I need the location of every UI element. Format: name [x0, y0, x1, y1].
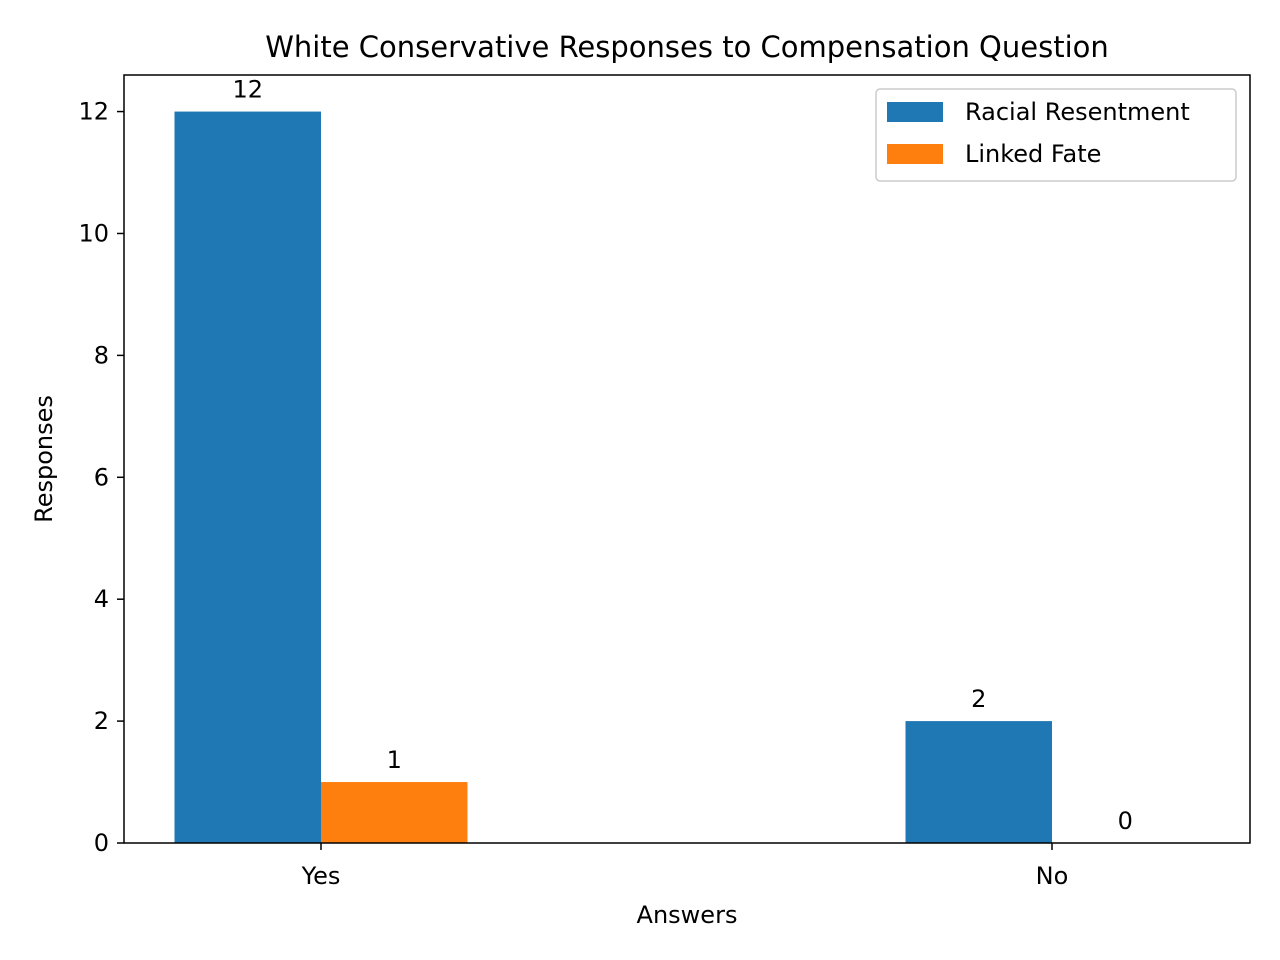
plot-area: 0 2 4 6 8 10 12 Yes 12 1 No 2 0: [78, 76, 1132, 890]
legend-entry-label: Linked Fate: [965, 140, 1101, 168]
bar: [321, 782, 468, 843]
y-tick-label: 10: [78, 219, 109, 247]
legend-entry-label: Racial Resentment: [965, 98, 1190, 126]
chart-title: White Conservative Responses to Compensa…: [265, 30, 1109, 64]
bar-value-label: 2: [971, 685, 986, 713]
legend-swatch: [887, 102, 943, 122]
bar: [905, 721, 1052, 843]
y-tick-label: 2: [94, 707, 109, 735]
legend: Racial Resentment Linked Fate: [875, 88, 1237, 182]
y-tick-label: 6: [94, 463, 109, 491]
x-tick-label: Yes: [301, 862, 341, 890]
x-tick-label: No: [1036, 862, 1069, 890]
bar-value-label: 12: [232, 76, 263, 104]
y-tick-label: 12: [78, 98, 109, 126]
y-axis-label: Responses: [30, 395, 58, 523]
legend-swatch: [887, 144, 943, 164]
y-tick-label: 0: [94, 829, 109, 857]
y-tick-label: 4: [94, 585, 109, 613]
y-tick-label: 8: [94, 341, 109, 369]
bar-value-label: 1: [387, 746, 402, 774]
x-axis-label: Answers: [637, 901, 738, 929]
legend-frame: [875, 88, 1237, 182]
bar-value-label: 0: [1118, 807, 1133, 835]
bar: [174, 111, 321, 844]
axes-frame: [123, 74, 1251, 844]
